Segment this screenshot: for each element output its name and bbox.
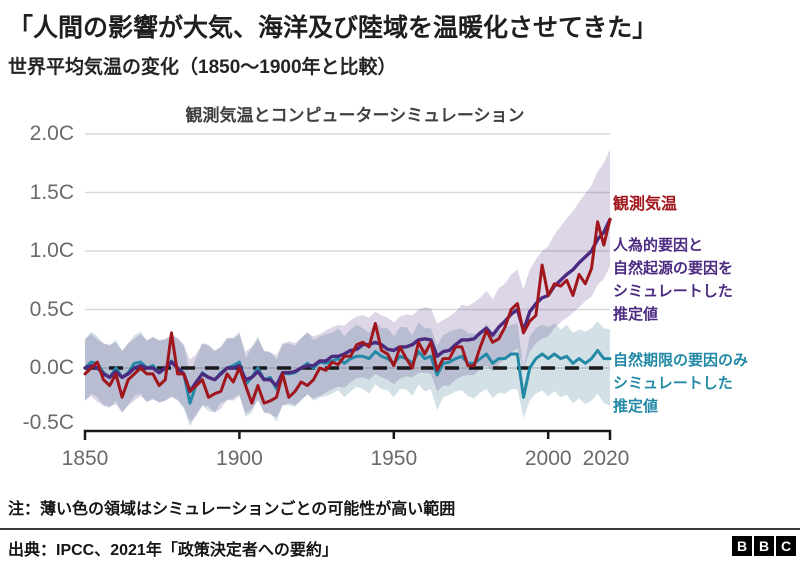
y-tick-label: 0.0C: [29, 356, 74, 379]
page-subtitle: 世界平均気温の変化（1850〜1900年と比較）: [8, 57, 397, 78]
y-tick-label: 2.0C: [29, 122, 74, 145]
legend-observed: 観測気温: [613, 196, 678, 213]
page-title: 「人間の影響が大気、海洋及び陸域を温暖化させてきた」: [8, 14, 658, 42]
legend-human-natural: 人為的要因と 自然起源の要因を シミュレートした 推定値: [613, 237, 734, 323]
y-tick-label: -0.5C: [22, 411, 74, 434]
chart-title: 観測気温とコンピューターシミュレーション: [185, 106, 525, 125]
x-tick-label: 1900: [216, 447, 263, 470]
y-tick-label: 0.5C: [29, 297, 74, 321]
x-axis: [83, 429, 612, 440]
legend-natural-only: 自然期限の要因のみ シミュレートした 推定値: [613, 352, 749, 415]
bbc-logo-letter: C: [776, 536, 796, 556]
bbc-logo: B B C: [732, 536, 796, 556]
x-tick-label: 2000: [524, 447, 572, 470]
footer-divider: [0, 528, 800, 530]
x-tick-label: 2020: [582, 447, 630, 470]
y-tick-label: 1.0C: [29, 239, 74, 262]
bbc-logo-letter: B: [754, 536, 774, 556]
x-tick-label: 1950: [370, 447, 418, 470]
x-tick-label: 1850: [61, 447, 109, 470]
bbc-logo-letter: B: [732, 536, 752, 556]
source-line: 出典：IPCC、2021年「政策決定者への要約」: [8, 542, 338, 559]
observed-line: [83, 217, 612, 405]
footnote: 注：薄い色の領域はシミュレーションごとの可能性が高い範囲: [8, 501, 456, 518]
y-tick-label: 1.5C: [29, 180, 74, 204]
